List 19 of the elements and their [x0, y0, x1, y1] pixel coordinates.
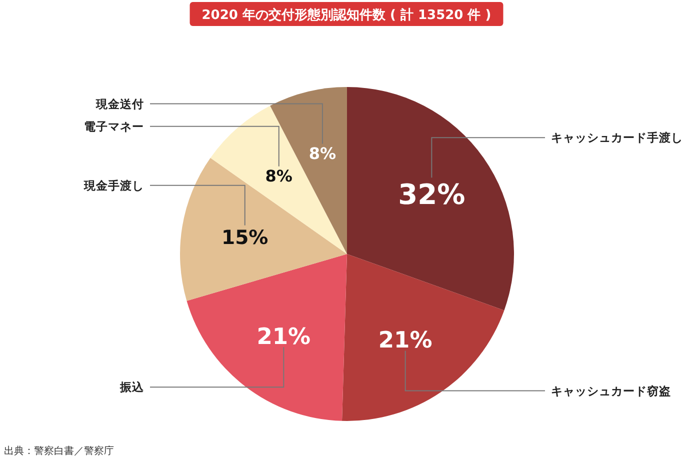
slice-label: キャッシュカード窃盗	[551, 384, 671, 398]
pie-slice	[180, 158, 347, 301]
data-label: 21%	[256, 324, 311, 350]
data-label: 15%	[222, 226, 268, 249]
data-label: 8%	[265, 166, 292, 186]
source-note: 出典：警察白書／警察庁	[4, 445, 114, 457]
slice-label: キャッシュカード手渡し	[551, 130, 683, 145]
slice-label: 現金手渡し	[83, 178, 144, 192]
slice-label: 電子マネー	[84, 119, 144, 134]
pie-slice	[347, 87, 514, 310]
slice-label: 振込	[119, 380, 145, 394]
pie-slice	[210, 106, 347, 254]
pie-slice	[186, 254, 347, 421]
data-label: 21%	[378, 327, 432, 354]
slice-label: 現金送付	[95, 96, 144, 111]
pie-slice	[342, 254, 504, 421]
chart-title: 2020 年の交付形態別認知件数 ( 計 13520 件 )	[202, 7, 492, 23]
data-label: 8%	[308, 144, 336, 164]
data-label: 32%	[398, 178, 466, 212]
